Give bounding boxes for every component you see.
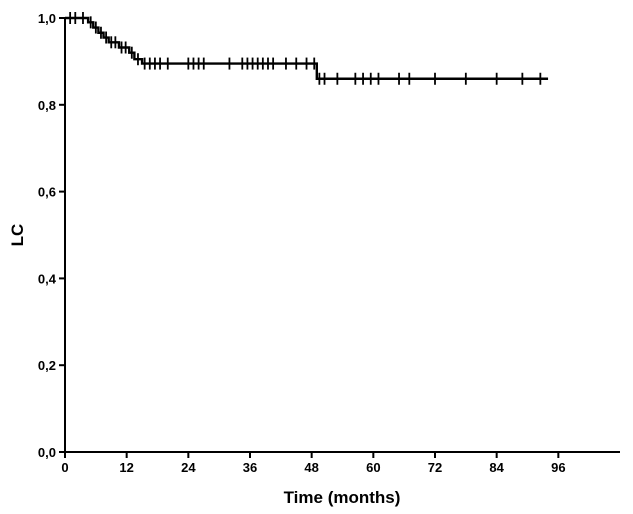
censor-marks [69,12,542,85]
y-tick-label: 0,2 [38,358,56,373]
y-tick-label: 1,0 [38,11,56,26]
x-tick-label: 84 [489,460,504,475]
x-tick-label: 36 [243,460,257,475]
y-axis-title: LC [8,224,27,247]
x-tick-label: 48 [304,460,318,475]
x-axis-title: Time (months) [284,488,401,507]
y-ticks: 0,0 0,2 0,4 0,6 0,8 1,0 [38,11,65,460]
x-tick-label: 12 [119,460,133,475]
axes [64,18,620,453]
x-tick-label: 24 [181,460,196,475]
series-layer [65,16,549,80]
x-tick-label: 72 [428,460,442,475]
x-tick-label: 60 [366,460,380,475]
x-tick-label: 0 [61,460,68,475]
y-tick-label: 0,6 [38,185,56,200]
y-tick-label: 0,4 [38,271,57,286]
survival-step-line [65,16,549,80]
x-tick-label: 96 [551,460,565,475]
x-ticks: 0 12 24 36 48 60 72 84 96 [61,452,566,475]
y-tick-label: 0,8 [38,98,56,113]
y-tick-label: 0,0 [38,445,56,460]
